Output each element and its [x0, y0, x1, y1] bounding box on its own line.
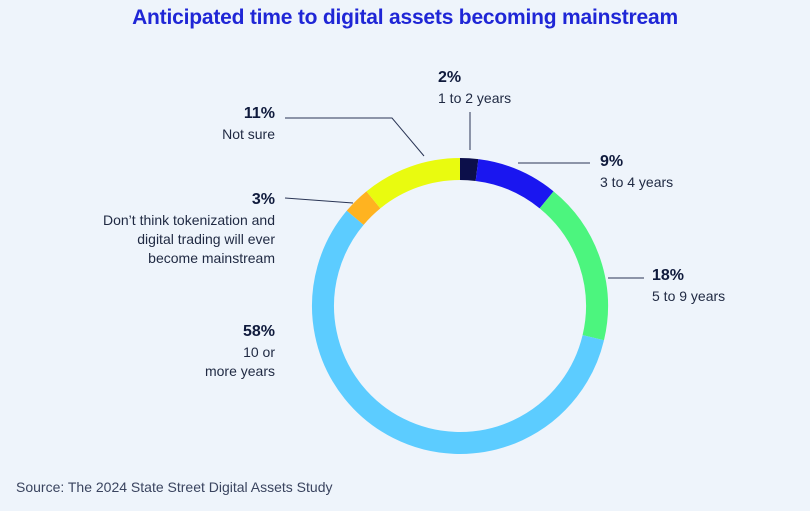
leader-line [284, 197, 354, 204]
slice-labels: 2% 1 to 2 years 9% 3 to 4 years 18% 5 to 9 ye… [103, 69, 725, 379]
slice-category-label: 1 to 2 years [438, 90, 511, 106]
donut-slice [346, 191, 381, 226]
slice-category-label: 10 or [243, 344, 275, 360]
leader-line [285, 117, 425, 157]
slice-percent-label: 3% [252, 191, 275, 208]
slice-percent-label: 11% [244, 105, 275, 122]
slice-category-label: Don’t think tokenization and [103, 212, 275, 228]
donut-slice [312, 210, 604, 454]
slice-percent-label: 9% [600, 153, 623, 170]
slice-percent-label: 18% [652, 267, 684, 284]
slice-percent-label: 58% [243, 323, 275, 340]
slice-category-label: become mainstream [148, 250, 275, 266]
slice-category-label: digital trading will ever [137, 231, 275, 247]
slice-category-label: more years [205, 363, 275, 379]
slice-category-label: 5 to 9 years [652, 288, 725, 304]
donut-slice [459, 158, 479, 181]
slice-category-label: 3 to 4 years [600, 174, 673, 190]
donut-slice [475, 159, 554, 209]
donut-slices [312, 158, 608, 454]
donut-slice [366, 158, 461, 209]
chart-title: Anticipated time to digital assets becom… [132, 6, 678, 29]
slice-category-label: Not sure [222, 126, 275, 142]
donut-slice [539, 191, 608, 341]
slice-percent-label: 2% [438, 69, 461, 86]
leader-lines [284, 112, 644, 279]
source-note: Source: The 2024 State Street Digital As… [16, 479, 333, 495]
